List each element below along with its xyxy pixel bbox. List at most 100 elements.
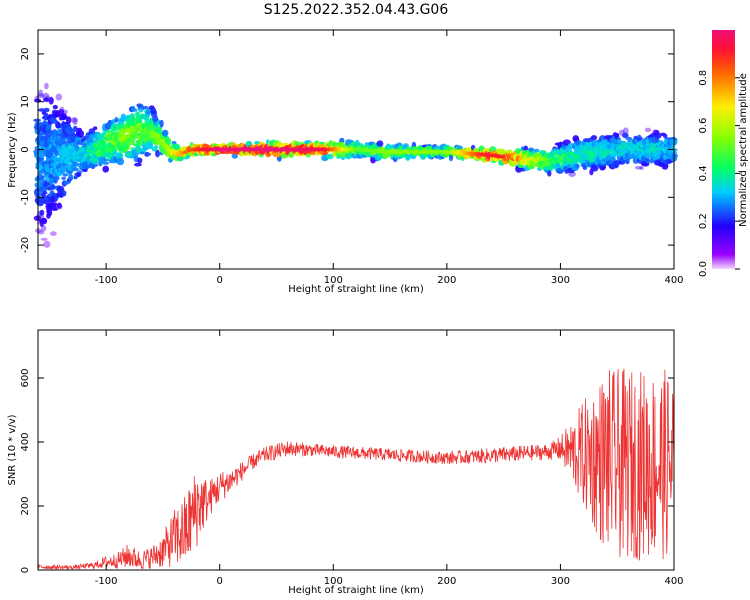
heatmap-cell: [145, 152, 152, 156]
ridge-cell: [230, 147, 236, 152]
colorbar-tick-label: 0.4: [698, 165, 709, 181]
spectrogram-ylabel: Frequency (Hz): [7, 112, 18, 188]
heatmap-cell: [134, 162, 142, 167]
heatmap-cell: [288, 151, 295, 158]
snr-x-axis: -100 0 100 200 300 400: [95, 330, 684, 587]
heatmap-cell: [135, 111, 140, 118]
heatmap-cell: [136, 117, 143, 125]
heatmap-cell: [547, 170, 552, 177]
x-tick-label: -100: [95, 275, 118, 286]
x-tick-label: 300: [551, 275, 570, 286]
heatmap-cell: [102, 165, 109, 173]
ridge-cell: [155, 134, 161, 139]
heatmap-cell: [72, 162, 79, 167]
heatmap-cell: [137, 157, 143, 164]
heatmap-cell: [254, 141, 261, 145]
heatmap-cell: [145, 109, 151, 115]
heatmap-cell: [69, 128, 78, 133]
ridge-cell: [162, 143, 168, 148]
heatmap-cell: [43, 107, 50, 113]
ridge-cell: [278, 147, 284, 152]
heatmap-cell: [52, 176, 60, 181]
heatmap-cell: [173, 145, 181, 150]
heatmap-cells: [33, 82, 678, 248]
x-tick-label: 300: [551, 576, 570, 587]
heatmap-cell: [40, 237, 48, 241]
heatmap-cell: [72, 167, 80, 172]
heatmap-cell: [120, 113, 126, 121]
heatmap-cell: [305, 153, 312, 158]
snr-frame: [37, 329, 675, 571]
heatmap-cell: [61, 115, 68, 120]
y-tick-label: -10: [20, 189, 31, 205]
heatmap-cell: [132, 108, 138, 112]
x-tick-label: 0: [217, 576, 223, 587]
heatmap-cell: [64, 180, 70, 185]
heatmap-cell: [669, 138, 677, 146]
y-tick-label: 400: [20, 432, 31, 451]
heatmap-cell: [644, 157, 650, 164]
x-tick-label: 100: [324, 275, 343, 286]
heatmap-cell: [103, 158, 109, 162]
heatmap-cell: [49, 117, 57, 123]
heatmap-cell: [47, 208, 53, 217]
y-tick-label: -20: [20, 237, 31, 253]
snr-series: [38, 368, 675, 571]
heatmap-cell: [38, 89, 43, 97]
heatmap-cell: [96, 151, 102, 158]
heatmap-cell: [53, 207, 58, 211]
snr-xlabel: Height of straight line (km): [288, 585, 424, 596]
heatmap-cell: [33, 118, 41, 123]
heatmap-cell: [129, 115, 136, 122]
heatmap-cell: [52, 104, 58, 110]
heatmap-cell: [55, 93, 63, 101]
heatmap-cell: [142, 106, 149, 110]
heatmap-cell: [654, 132, 662, 139]
heatmap-cell: [43, 97, 50, 102]
heatmap-cell: [165, 137, 172, 146]
heatmap-cell: [42, 191, 48, 195]
x-tick-label: 100: [324, 576, 343, 587]
heatmap-cell: [637, 134, 642, 139]
ridge-cell: [159, 138, 165, 143]
ridge-cell: [152, 132, 158, 137]
heatmap-cell: [41, 225, 47, 232]
x-tick-label: 0: [217, 275, 223, 286]
heatmap-cell: [57, 187, 64, 195]
colorbar-tick-label: 0.8: [698, 70, 709, 86]
heatmap-cell: [66, 116, 72, 124]
heatmap-cell: [116, 157, 125, 166]
heatmap-cell: [37, 230, 45, 235]
y-tick-label: 600: [20, 368, 31, 387]
heatmap-cell: [49, 202, 58, 207]
heatmap-cell: [662, 133, 668, 138]
y-tick-label: 0: [20, 146, 31, 152]
heatmap-cell: [634, 165, 643, 170]
figure-title: S125.2022.352.04.43.G06: [264, 2, 449, 18]
heatmap-cell: [671, 153, 678, 158]
heatmap-cell: [138, 108, 143, 113]
colorbar-ticks: 0.0 0.2 0.4 0.6 0.8: [698, 70, 740, 277]
heatmap-cell: [42, 119, 48, 126]
heatmap-cell: [639, 166, 644, 170]
heatmap-cell: [72, 117, 78, 126]
heatmap-cell: [669, 144, 675, 149]
heatmap-cell: [102, 131, 107, 136]
x-tick-label: 400: [664, 576, 683, 587]
y-tick-label: 0: [20, 567, 31, 573]
heatmap-cell: [53, 155, 58, 161]
heatmap-cell: [76, 172, 82, 177]
spectrogram-x-axis: -100 0 100 200 300 400: [95, 30, 684, 286]
x-tick-label: -100: [95, 576, 118, 587]
heatmap-cell: [136, 103, 143, 108]
y-tick-label: 10: [20, 95, 31, 108]
heatmap-cell: [62, 109, 68, 115]
x-tick-label: 200: [437, 275, 456, 286]
heatmap-cell: [114, 117, 119, 123]
heatmap-cell: [590, 135, 598, 141]
heatmap-cell: [55, 203, 63, 210]
heatmap-cell: [70, 117, 78, 123]
snr-line: [38, 368, 675, 571]
